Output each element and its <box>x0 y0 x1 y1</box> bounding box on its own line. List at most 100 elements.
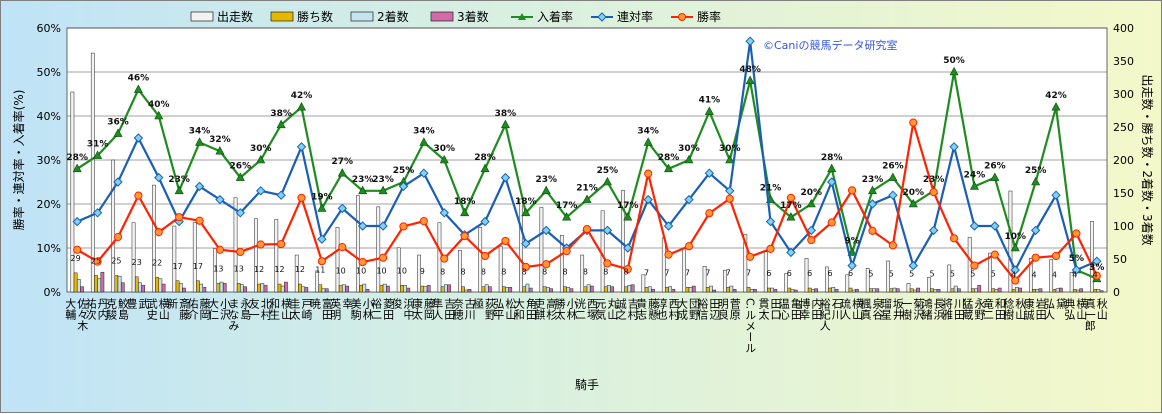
win-rate-point <box>1011 276 1020 285</box>
right-tick-label: 150 <box>1113 187 1134 200</box>
place-rate-label: 23% <box>352 175 374 185</box>
top2-rate-point <box>745 36 755 46</box>
bar-third <box>957 288 961 293</box>
bar-third <box>141 285 146 293</box>
x-tick-label: 富田 <box>320 297 333 320</box>
bar-third <box>447 284 451 293</box>
bar-second <box>668 286 673 293</box>
right-tick-label: 400 <box>1113 22 1134 35</box>
y-axis-left-title: 勝率・連対率・入着率(%) <box>11 90 26 231</box>
bar-third <box>997 287 1002 293</box>
x-tick-label: 武史 <box>145 298 158 321</box>
bar-second <box>790 289 795 293</box>
x-tick-label: 角田 <box>524 298 537 320</box>
place-rate-label: 32% <box>209 135 231 145</box>
bar-second <box>933 289 938 293</box>
top2-rate-point <box>949 142 959 152</box>
bar-second <box>688 287 693 293</box>
x-tick-label: 泉谷 <box>871 297 884 321</box>
wins-label: 10 <box>397 266 407 275</box>
bar-starts <box>111 159 116 293</box>
bar-third <box>671 289 676 293</box>
y-axis-right-title: 出走数・勝ち数・2着数・3着数 <box>1140 74 1155 245</box>
bar-starts <box>131 222 136 293</box>
place-rate-point <box>378 185 388 195</box>
wins-label: 12 <box>274 265 284 274</box>
x-tick-label: 温心 <box>777 298 790 320</box>
place-rate-point <box>358 185 368 195</box>
win-rate-point <box>113 232 123 242</box>
x-tick-label: 岩田 <box>1034 297 1047 320</box>
x-tick-label: まなみ <box>227 298 240 331</box>
place-rate-label: 18% <box>454 197 476 207</box>
bar-second <box>913 289 917 293</box>
watermark: ©Caniの競馬データ研究室 <box>763 38 897 52</box>
bar-third <box>651 289 655 293</box>
top2-rate-point <box>908 260 918 271</box>
left-tick-label: 50% <box>37 66 61 79</box>
bar-starts <box>152 184 156 293</box>
x-tick-label: 北村 <box>259 298 272 320</box>
place-rate-label: 5% <box>1069 254 1084 264</box>
bar-third <box>1038 288 1043 293</box>
bar-third <box>610 286 615 293</box>
wins-label: 8 <box>624 268 629 277</box>
win-rate-point <box>440 254 449 263</box>
win-rate-point <box>378 253 388 262</box>
x-tick-label: 豊 <box>125 298 138 309</box>
place-rate-point <box>215 146 225 155</box>
place-rate-point <box>133 84 143 93</box>
place-rate-label: 26% <box>984 162 1006 172</box>
bar-wins <box>665 287 669 293</box>
win-rate-point <box>746 252 755 261</box>
right-tick-label: 0 <box>1113 286 1120 299</box>
bar-third <box>304 287 309 293</box>
bar-starts <box>498 246 503 293</box>
win-rate-point <box>460 232 469 241</box>
win-rate-point <box>175 213 184 222</box>
bar-third <box>222 283 227 293</box>
bar-second <box>260 283 265 293</box>
place-rate-label: 28% <box>474 153 496 163</box>
bar-third <box>528 287 533 293</box>
place-rate-point <box>317 203 327 212</box>
bar-wins <box>440 286 445 293</box>
x-tick-label: 幸 <box>341 298 354 310</box>
bar-starts <box>478 227 483 293</box>
bar-second <box>362 283 367 293</box>
bar-wins <box>461 286 465 293</box>
x-tick-label: 弘平 <box>492 298 505 321</box>
place-rate-label: 21% <box>576 184 598 194</box>
win-rate-point <box>236 247 245 257</box>
place-rate-label: 34% <box>637 126 659 136</box>
x-tick-label: 横山 <box>280 297 293 320</box>
win-rate-point <box>358 257 367 267</box>
win-rate-point <box>644 169 653 178</box>
x-tick-label: 洸二 <box>574 297 587 320</box>
place-rate-label: 38% <box>495 109 517 119</box>
win-rate-point <box>909 118 918 127</box>
bar-starts <box>213 248 217 293</box>
bar-wins <box>930 288 934 293</box>
bar-second <box>566 287 571 293</box>
bar-wins <box>277 283 282 293</box>
place-rate-label: 28% <box>66 153 88 163</box>
x-tick-label: 小沢 <box>218 298 231 321</box>
wins-label: 13 <box>234 264 244 273</box>
win-rate-point <box>1072 229 1081 238</box>
bar-starts <box>315 270 319 293</box>
win-rate-point <box>338 243 347 252</box>
top2-rate-point <box>194 181 205 192</box>
bar-starts <box>702 266 707 293</box>
x-tick-label: 永島 <box>239 297 252 321</box>
place-rate-point <box>419 137 429 146</box>
bar-starts <box>233 197 238 293</box>
place-rate-label: 48% <box>739 65 761 75</box>
top2-rate-point <box>92 208 103 218</box>
place-rate-point <box>949 66 959 76</box>
wins-label: 7 <box>664 268 669 277</box>
legend-label: 3着数 <box>457 9 489 24</box>
x-tick-label: 典弘 <box>1063 297 1076 320</box>
place-rate-label: 30% <box>250 144 272 154</box>
